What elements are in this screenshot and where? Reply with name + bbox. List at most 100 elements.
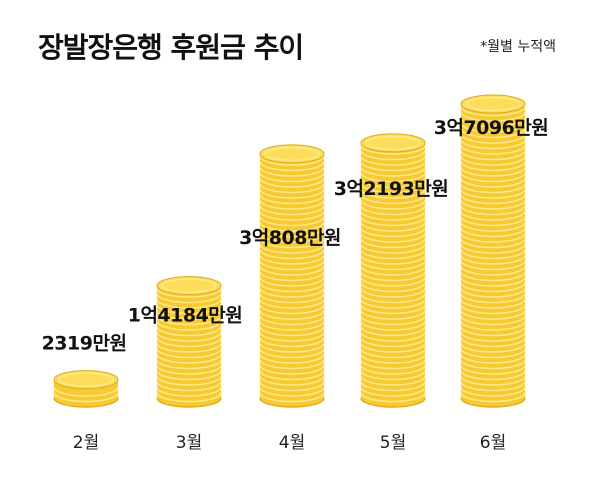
coin-edge (460, 298, 526, 309)
coin-edge (460, 243, 526, 254)
coin-edge (460, 199, 526, 210)
x-tick-label: 4월 (279, 433, 305, 453)
coin-edge (360, 161, 426, 172)
coin-edge (259, 326, 325, 337)
coin-edge (156, 315, 222, 326)
coin-edge (460, 188, 526, 199)
coin-edge (259, 161, 325, 172)
coin-stack-2 (156, 276, 222, 408)
coin-edge (460, 287, 526, 298)
coin-edge (259, 265, 325, 276)
coin-edge (360, 221, 426, 232)
coin-edge (156, 348, 222, 359)
coin-edge (460, 122, 526, 133)
coin-edge (156, 342, 222, 353)
coin-edge (156, 353, 222, 364)
coin-edge (259, 238, 325, 249)
data-label: 1억4184만원 (128, 305, 243, 327)
coin-edge (460, 320, 526, 331)
coin-stack-1 (53, 370, 119, 408)
coin-edge (360, 238, 426, 249)
coin-stack-4 (360, 133, 426, 408)
coin-edge (360, 166, 426, 177)
coin-top-rim (58, 372, 114, 387)
coin-edge (460, 166, 526, 177)
data-label: 2319만원 (42, 333, 127, 355)
coin-edge (259, 315, 325, 326)
coin-edge (259, 364, 325, 375)
coin-edge (259, 282, 325, 293)
coin-stacks (53, 94, 526, 408)
coin-edge (460, 161, 526, 172)
coin-edge (460, 205, 526, 216)
coin-edge (360, 364, 426, 375)
coin-edge (460, 315, 526, 326)
coin-edge (156, 320, 222, 331)
coin-base-edge (53, 397, 119, 408)
coin-edge (259, 386, 325, 397)
coin-edge (259, 271, 325, 282)
coin-edge (259, 348, 325, 359)
coin-edge (360, 282, 426, 293)
coin-edge (460, 183, 526, 194)
coin-edge (360, 287, 426, 298)
coin-edge (460, 221, 526, 232)
coin-edge (259, 304, 325, 315)
coin-edge (460, 293, 526, 304)
x-tick-label: 2월 (73, 433, 99, 453)
coin-top-rim (264, 146, 320, 162)
coin-edge (360, 392, 426, 403)
coin-edge (259, 155, 325, 166)
coin-edge (259, 210, 325, 221)
coin-edge (360, 276, 426, 287)
coin-edge (259, 216, 325, 227)
coin-edge (460, 216, 526, 227)
coin-edge (460, 133, 526, 144)
coin-edge (259, 172, 325, 183)
coin-edge (259, 276, 325, 287)
coin-edge (460, 265, 526, 276)
coin-edge (259, 381, 325, 392)
coin-edge (460, 381, 526, 392)
coin-edge (360, 298, 426, 309)
coin-edge (360, 348, 426, 359)
coin-edge (156, 381, 222, 392)
coin-edge (259, 342, 325, 353)
coin-edge (259, 293, 325, 304)
coin-edge (360, 232, 426, 243)
coin-edge (259, 331, 325, 342)
coin-edge (360, 227, 426, 238)
coin-edge (460, 276, 526, 287)
coin-edge (259, 249, 325, 260)
coin-edge (259, 166, 325, 177)
coin-edge (360, 326, 426, 337)
coin-edge (360, 150, 426, 161)
coin-edge (360, 188, 426, 199)
coin-edge (156, 331, 222, 342)
coin-edge (460, 249, 526, 260)
chart-title: 장발장은행 후원금 추이 (38, 31, 304, 64)
coin-edge (360, 155, 426, 166)
x-tick-label: 6월 (480, 433, 506, 453)
coin-edge (259, 260, 325, 271)
coin-stack-3 (259, 144, 325, 408)
coin-edge (460, 386, 526, 397)
coin-edge (360, 210, 426, 221)
coin-edge (360, 205, 426, 216)
coin-edge (460, 106, 526, 117)
coin-edge (460, 232, 526, 243)
coin-edge (360, 331, 426, 342)
coin-edge (53, 392, 119, 403)
coin-edge (460, 150, 526, 161)
coin-edge (360, 194, 426, 205)
coin-edge (156, 298, 222, 309)
coin-edge (360, 265, 426, 276)
coin-edge (360, 243, 426, 254)
x-tick-label: 3월 (176, 433, 202, 453)
coin-edge (360, 249, 426, 260)
coin-edge (360, 260, 426, 271)
coin-edge (460, 254, 526, 265)
coin-edge (156, 304, 222, 315)
coin-edge (360, 183, 426, 194)
